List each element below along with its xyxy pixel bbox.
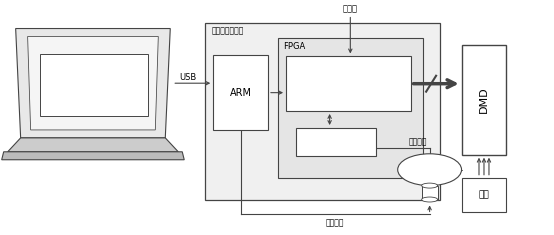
Polygon shape — [28, 36, 158, 130]
Bar — [213, 55, 268, 130]
Text: PC机应用程序: PC机应用程序 — [75, 81, 113, 90]
Bar — [461, 45, 506, 155]
Text: 色轮反馈: 色轮反馈 — [409, 137, 428, 146]
Polygon shape — [2, 152, 184, 160]
Text: FPGA: FPGA — [283, 42, 305, 51]
Text: 动态RAM: 动态RAM — [321, 137, 351, 146]
Bar — [278, 39, 423, 178]
Text: 色轮控制: 色轮控制 — [326, 218, 345, 227]
Bar — [39, 54, 148, 116]
Text: 视频源: 视频源 — [343, 4, 358, 13]
Text: USB: USB — [179, 73, 196, 82]
Polygon shape — [8, 138, 178, 152]
Text: DMD: DMD — [479, 87, 489, 114]
Text: 驱动电路: 驱动电路 — [337, 79, 359, 88]
Text: 数字微镜驱动板: 数字微镜驱动板 — [211, 26, 244, 35]
Bar — [296, 128, 376, 156]
Ellipse shape — [398, 154, 461, 186]
Bar — [461, 178, 506, 212]
Text: ARM: ARM — [229, 88, 252, 98]
Polygon shape — [16, 28, 170, 138]
Bar — [422, 186, 438, 200]
Text: 光源: 光源 — [479, 191, 489, 200]
Ellipse shape — [422, 197, 438, 202]
Ellipse shape — [422, 183, 438, 188]
Bar — [286, 56, 411, 111]
Bar — [205, 23, 439, 200]
